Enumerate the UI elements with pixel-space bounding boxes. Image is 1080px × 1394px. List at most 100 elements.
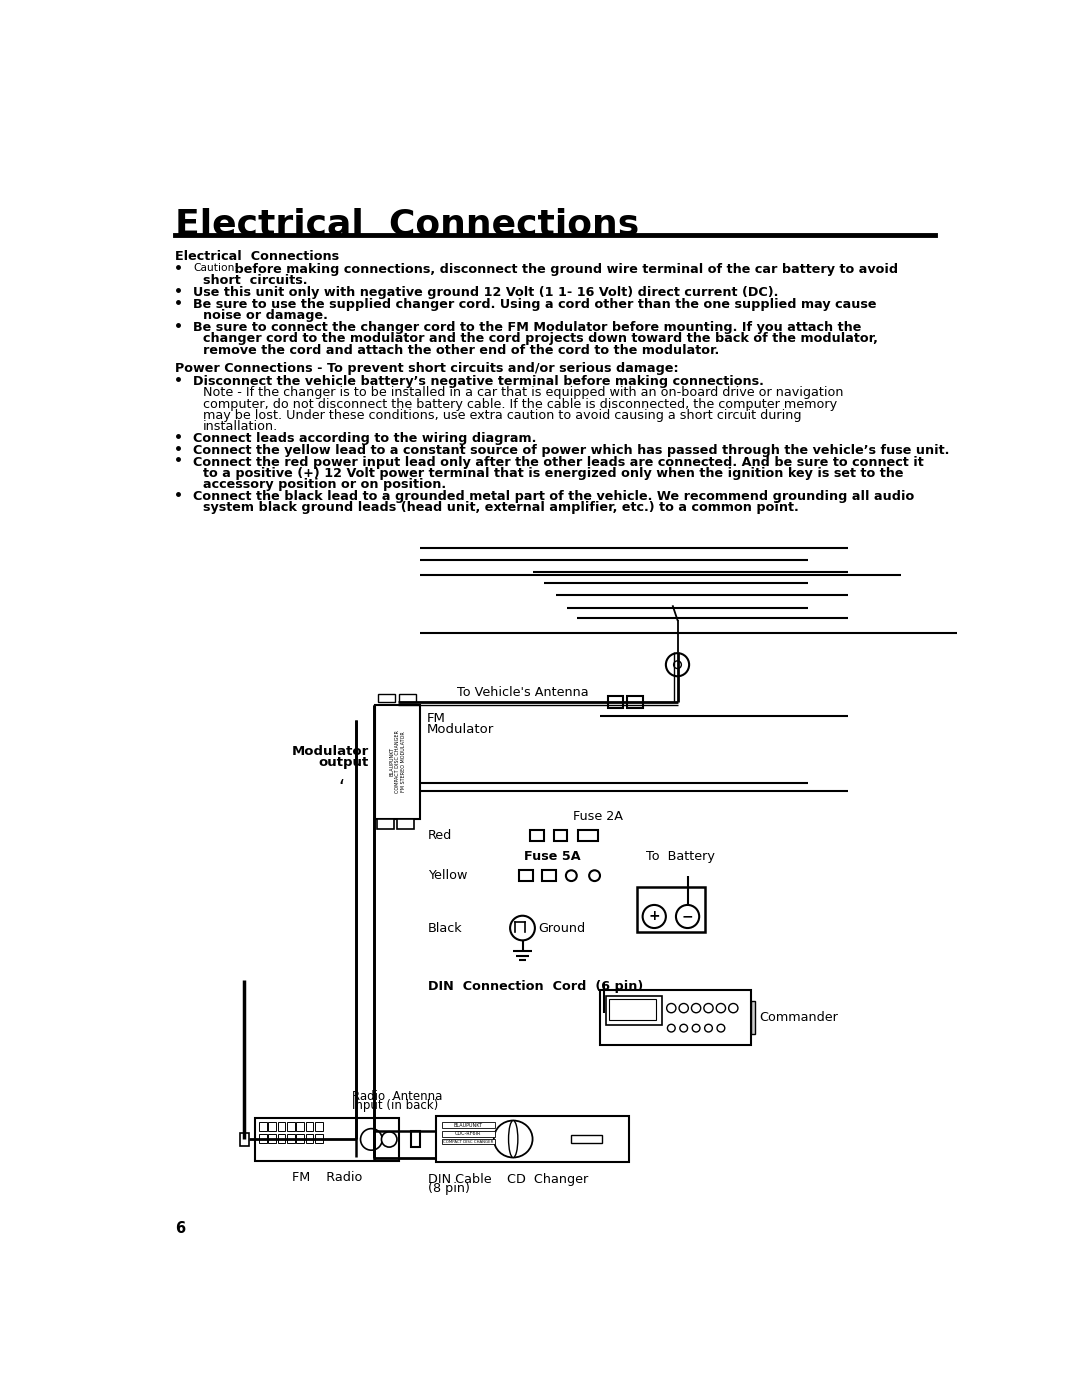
Bar — [255, 1118, 399, 1161]
Bar — [278, 1133, 285, 1143]
Bar — [435, 1117, 630, 1163]
Text: (8 pin): (8 pin) — [428, 1182, 470, 1195]
Text: Connect the black lead to a grounded metal part of the vehicle. We recommend gro: Connect the black lead to a grounded met… — [193, 489, 915, 503]
Circle shape — [679, 1004, 688, 1012]
Text: system black ground leads (head unit, external amplifier, etc.) to a common poin: system black ground leads (head unit, ex… — [203, 500, 799, 514]
Circle shape — [667, 1025, 675, 1032]
Circle shape — [666, 1004, 676, 1012]
Text: Note - If the changer is to be installed in a car that is equipped with an on-bo: Note - If the changer is to be installed… — [203, 386, 843, 399]
Text: DIN  Connection  Cord  (6 pin): DIN Connection Cord (6 pin) — [428, 980, 644, 993]
Bar — [259, 1122, 267, 1132]
Bar — [399, 694, 416, 701]
Text: Fuse 5A: Fuse 5A — [524, 850, 581, 863]
Circle shape — [643, 905, 666, 928]
Text: to a positive (+) 12 Volt power terminal that is energized only when the ignitio: to a positive (+) 12 Volt power terminal… — [203, 467, 904, 480]
Text: Electrical  Connections: Electrical Connections — [175, 208, 639, 241]
Text: before making connections, disconnect the ground wire terminal of the car batter: before making connections, disconnect th… — [230, 263, 897, 276]
Text: ‘: ‘ — [338, 778, 345, 797]
Bar — [296, 1122, 303, 1132]
Text: Commander: Commander — [759, 1011, 838, 1023]
Bar — [608, 696, 623, 708]
Bar — [600, 990, 751, 1046]
Text: Use this unit only with negative ground 12 Volt (1 1- 16 Volt) direct current (D: Use this unit only with negative ground … — [193, 286, 779, 300]
Circle shape — [566, 870, 577, 881]
Text: Radio  Antenna: Radio Antenna — [352, 1090, 443, 1103]
Bar — [442, 1139, 495, 1144]
Text: BLAUPUNKT
COMPACT DISC CHANGER
FM STEREO MODULATOR: BLAUPUNKT COMPACT DISC CHANGER FM STEREO… — [390, 730, 406, 793]
Bar — [377, 818, 394, 829]
Circle shape — [361, 1129, 382, 1150]
Text: 6: 6 — [175, 1221, 186, 1235]
Text: Connect the yellow lead to a constant source of power which has passed through t: Connect the yellow lead to a constant so… — [193, 443, 949, 457]
Text: Connect leads according to the wiring diagram.: Connect leads according to the wiring di… — [193, 432, 537, 445]
Bar — [751, 1001, 755, 1033]
Text: Electrical  Connections: Electrical Connections — [175, 251, 339, 263]
Text: Connect the red power input lead only after the other leads are connected. And b: Connect the red power input lead only af… — [193, 456, 923, 468]
Text: Input (in back): Input (in back) — [352, 1098, 438, 1112]
Circle shape — [717, 1025, 725, 1032]
Circle shape — [679, 1025, 688, 1032]
Bar — [637, 887, 705, 933]
Text: Black: Black — [428, 921, 462, 934]
Circle shape — [691, 1004, 701, 1012]
Circle shape — [674, 661, 681, 669]
Bar — [240, 1133, 248, 1146]
Circle shape — [666, 654, 689, 676]
Text: To  Battery: To Battery — [647, 850, 715, 863]
Circle shape — [676, 905, 699, 928]
Text: may be lost. Under these conditions, use extra caution to avoid causing a short : may be lost. Under these conditions, use… — [203, 408, 801, 421]
Text: Disconnect the vehicle battery’s negative terminal before making connections.: Disconnect the vehicle battery’s negativ… — [193, 375, 764, 388]
Bar — [530, 831, 544, 841]
Bar — [606, 995, 662, 1025]
Text: Be sure to connect the changer cord to the FM Modulator before mounting. If you : Be sure to connect the changer cord to t… — [193, 321, 862, 335]
Bar — [410, 1132, 420, 1147]
Circle shape — [716, 1004, 726, 1012]
Circle shape — [590, 870, 600, 881]
Bar — [314, 1133, 323, 1143]
Text: CD  Changer: CD Changer — [508, 1172, 589, 1186]
Text: Be sure to use the supplied changer cord. Using a cord other than the one suppli: Be sure to use the supplied changer cord… — [193, 298, 877, 311]
Bar — [609, 999, 656, 1020]
Text: installation.: installation. — [203, 420, 279, 434]
Text: COMPACT DISC CHANGER: COMPACT DISC CHANGER — [443, 1140, 494, 1144]
Bar — [287, 1122, 295, 1132]
Text: FM    Radio: FM Radio — [292, 1171, 362, 1185]
Bar — [442, 1122, 495, 1128]
Bar — [578, 831, 597, 841]
Text: Ground: Ground — [538, 921, 585, 934]
Bar — [627, 696, 643, 708]
Bar — [397, 818, 414, 829]
Circle shape — [510, 916, 535, 941]
Ellipse shape — [509, 1121, 517, 1157]
Bar — [442, 1132, 495, 1136]
Bar — [378, 694, 395, 701]
Bar — [542, 870, 556, 881]
Bar — [278, 1122, 285, 1132]
Circle shape — [704, 1004, 713, 1012]
Text: BLAUPUNKT: BLAUPUNKT — [454, 1122, 483, 1128]
Text: output: output — [319, 756, 369, 768]
Bar — [268, 1133, 276, 1143]
Bar — [287, 1133, 295, 1143]
Text: Modulator: Modulator — [427, 723, 494, 736]
Bar — [306, 1122, 313, 1132]
Text: Yellow: Yellow — [428, 870, 468, 882]
Bar — [518, 870, 532, 881]
Circle shape — [704, 1025, 713, 1032]
Text: DIN Cable: DIN Cable — [428, 1172, 491, 1186]
Text: short  circuits.: short circuits. — [203, 275, 308, 287]
Circle shape — [692, 1025, 700, 1032]
Bar — [314, 1122, 323, 1132]
Ellipse shape — [494, 1121, 532, 1157]
Circle shape — [729, 1004, 738, 1012]
Bar — [554, 831, 567, 841]
Text: −: − — [681, 909, 693, 923]
Bar — [571, 1135, 603, 1143]
Bar — [375, 705, 420, 818]
Text: changer cord to the modulator and the cord projects down toward the back of the : changer cord to the modulator and the co… — [203, 332, 878, 346]
Text: To Vehicle's Antenna: To Vehicle's Antenna — [457, 686, 589, 698]
Text: Power Connections - To prevent short circuits and/or serious damage:: Power Connections - To prevent short cir… — [175, 362, 679, 375]
Text: Fuse 2A: Fuse 2A — [572, 810, 623, 824]
Text: remove the cord and attach the other end of the cord to the modulator.: remove the cord and attach the other end… — [203, 343, 719, 357]
Bar — [306, 1133, 313, 1143]
